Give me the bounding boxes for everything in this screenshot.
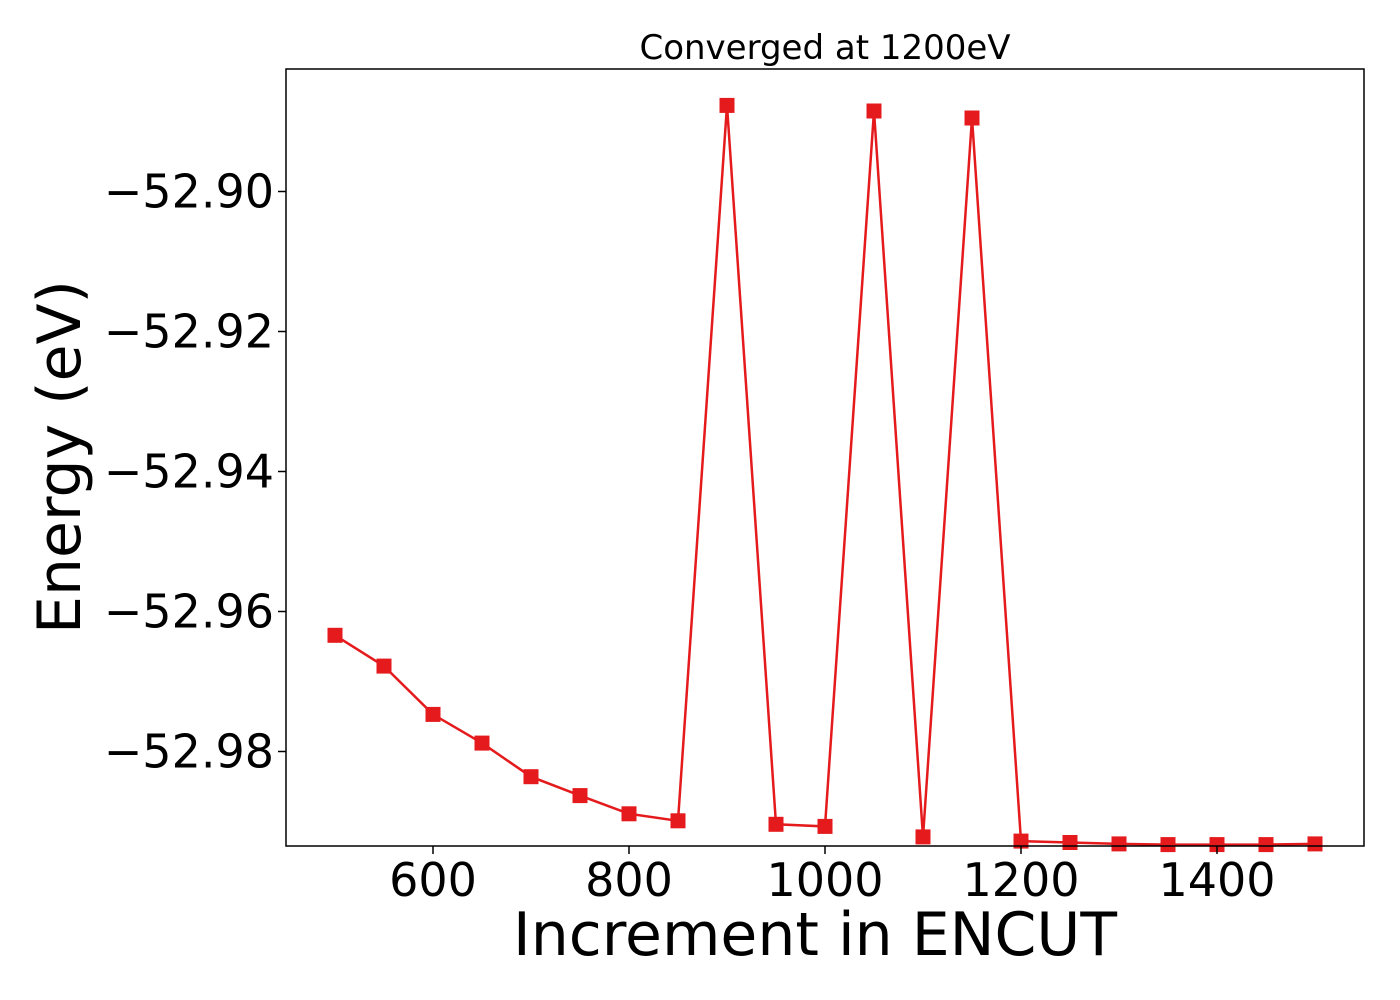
- y-tick-label: −52.94: [104, 445, 274, 499]
- y-axis-ticks: −52.98 −52.96 −52.94 −52.92 −52.90: [104, 165, 286, 779]
- data-point-marker: [523, 769, 539, 785]
- data-point-marker: [964, 110, 980, 126]
- y-tick-label: −52.92: [104, 305, 274, 359]
- x-tick-label: 1000: [766, 853, 883, 907]
- y-axis-label: Energy (eV): [25, 280, 95, 634]
- data-point-marker: [1209, 837, 1225, 853]
- data-point-marker: [670, 813, 686, 829]
- y-tick-label: −52.98: [104, 725, 274, 779]
- chart-title: Converged at 1200eV: [639, 28, 1010, 68]
- plot-area: [327, 97, 1323, 853]
- y-tick-label: −52.96: [104, 585, 274, 639]
- x-tick-label: 1400: [1158, 853, 1275, 907]
- x-tick-label: 600: [389, 853, 477, 907]
- x-axis-ticks: 600 800 1000 1200 1400: [389, 846, 1276, 907]
- data-point-marker: [376, 658, 392, 674]
- data-point-marker: [572, 788, 588, 804]
- data-point-marker: [1111, 836, 1127, 852]
- x-tick-label: 800: [585, 853, 673, 907]
- data-point-marker: [915, 829, 931, 845]
- data-point-marker: [1062, 835, 1078, 850]
- data-point-marker: [1013, 833, 1029, 849]
- data-point-marker: [817, 818, 833, 834]
- data-point-marker: [1160, 837, 1176, 853]
- data-point-marker: [768, 816, 784, 832]
- data-point-marker: [1307, 836, 1323, 852]
- data-point-marker: [719, 97, 735, 113]
- x-axis-label: Increment in ENCUT: [513, 900, 1117, 970]
- data-point-marker: [866, 103, 882, 119]
- plot-frame: [285, 68, 1365, 847]
- data-point-marker: [327, 627, 343, 643]
- x-tick-label: 1200: [962, 853, 1079, 907]
- data-point-marker: [621, 806, 637, 822]
- y-tick-label: −52.90: [104, 165, 274, 219]
- data-point-marker: [474, 735, 490, 751]
- data-point-marker: [425, 706, 441, 722]
- data-point-marker: [1258, 837, 1274, 853]
- series-line: [334, 105, 1316, 846]
